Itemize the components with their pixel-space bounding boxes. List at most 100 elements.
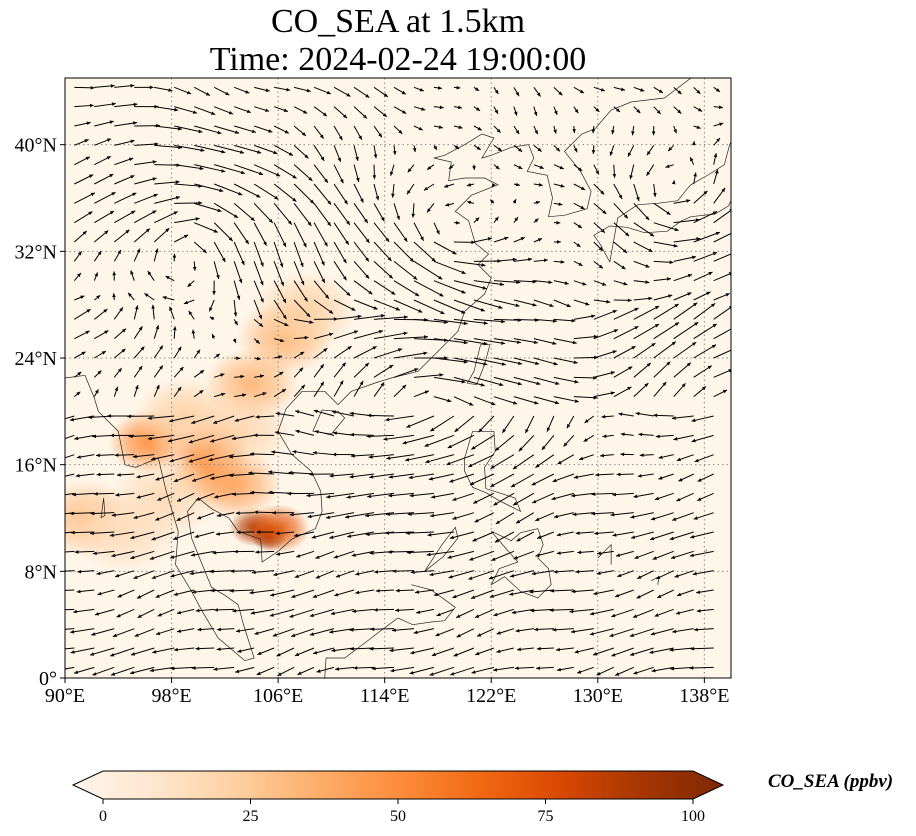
wind-arrow: [214, 164, 246, 175]
wind-arrow: [353, 299, 378, 310]
wind-arrow: [77, 569, 95, 574]
wind-arrow: [255, 550, 275, 554]
lon-tick-label: 90°E: [45, 685, 85, 707]
wind-arrow: [613, 345, 636, 359]
wind-arrow: [633, 86, 645, 92]
wind-arrow: [173, 589, 195, 596]
wind-arrow: [413, 299, 445, 315]
wind-arrow: [412, 145, 417, 153]
wind-arrow: [613, 222, 630, 237]
coastline-segment: [593, 141, 731, 263]
wind-arrow: [293, 183, 315, 204]
wind-arrow: [93, 250, 102, 262]
wind-arrow: [573, 241, 581, 248]
wind-arrow: [89, 647, 115, 656]
wind-arrow: [194, 222, 219, 233]
wind-arrow: [313, 106, 328, 117]
wind-arrow: [613, 280, 628, 286]
wind-arrow: [294, 647, 315, 657]
wind-arrow: [333, 106, 348, 119]
wind-arrow: [489, 199, 495, 204]
wind-arrow: [353, 380, 364, 397]
wind-arrow: [349, 628, 375, 632]
wind-arrow: [516, 531, 535, 542]
wind-arrow: [620, 432, 634, 437]
wind-arrow: [516, 647, 534, 652]
wind-arrow: [546, 415, 555, 432]
wind-arrow: [183, 299, 195, 305]
wind-arrow: [173, 473, 195, 483]
wind-arrow: [573, 299, 590, 306]
wind-arrow: [114, 83, 135, 88]
wind-arrow: [395, 608, 415, 613]
concentration-hotspot: [184, 390, 292, 473]
wind-arrow: [553, 512, 574, 519]
wind-arrow: [433, 338, 468, 345]
wind-arrow: [551, 492, 574, 501]
wind-arrow: [593, 391, 615, 398]
wind-arrow: [73, 230, 88, 243]
wind-arrow: [130, 550, 155, 560]
wind-arrow: [333, 203, 351, 226]
wind-arrow: [293, 203, 312, 227]
wind-arrow: [531, 570, 554, 576]
wind-arrow: [650, 628, 674, 636]
wind-arrow: [230, 569, 255, 573]
wind-arrow: [210, 588, 235, 593]
wind-arrow: [74, 550, 95, 554]
wind-arrow: [593, 589, 614, 596]
wind-arrow: [133, 384, 139, 397]
wind-arrow: [373, 608, 395, 612]
wind-arrow: [194, 164, 226, 173]
wind-arrow: [96, 472, 115, 477]
wind-arrow: [333, 164, 344, 184]
wind-arrow: [513, 279, 537, 284]
wind-arrow: [596, 666, 614, 676]
wind-arrow: [294, 570, 315, 578]
wind-arrow: [453, 125, 463, 129]
wind-arrow: [630, 531, 654, 539]
wind-arrow: [193, 389, 204, 398]
wind-arrow: [373, 364, 394, 378]
wind-arrow: [353, 125, 363, 140]
wind-arrow: [169, 550, 195, 559]
wind-arrow: [333, 299, 356, 312]
wind-arrow: [309, 608, 335, 618]
wind-arrow: [254, 86, 270, 92]
wind-arrow: [233, 261, 243, 284]
wind-arrow: [351, 550, 375, 557]
wind-arrow: [385, 415, 415, 422]
wind-arrow: [475, 647, 495, 656]
wind-arrow: [193, 349, 201, 359]
wind-arrow: [570, 628, 594, 634]
wind-arrow: [74, 85, 95, 90]
wind-arrow: [512, 198, 517, 204]
wind-arrow: [144, 292, 155, 301]
wind-arrow: [593, 106, 600, 113]
wind-arrow: [136, 473, 155, 479]
wind-arrow: [390, 666, 415, 673]
wind-arrow: [353, 106, 368, 119]
wind-arrow: [151, 304, 155, 320]
wind-arrow: [493, 257, 517, 262]
wind-arrow: [593, 309, 618, 320]
wind-arrow: [94, 102, 116, 108]
wind-arrow: [393, 86, 407, 95]
wind-arrow: [273, 280, 287, 304]
wind-arrow: [147, 270, 155, 281]
wind-arrow: [450, 666, 475, 676]
wind-arrow: [295, 410, 315, 417]
wind-arrow: [214, 608, 235, 612]
wind-arrow: [453, 318, 488, 325]
wind-arrow: [593, 241, 604, 252]
wind-arrow: [473, 338, 506, 345]
wind-arrow: [136, 492, 155, 499]
wind-arrow: [652, 550, 674, 560]
wind-arrow: [494, 531, 515, 543]
wind-arrow: [93, 230, 109, 243]
wind-arrow: [256, 530, 275, 534]
wind-arrow: [513, 182, 521, 187]
wind-arrow: [573, 202, 585, 210]
wind-arrow: [431, 492, 455, 499]
wind-arrow: [615, 550, 634, 557]
